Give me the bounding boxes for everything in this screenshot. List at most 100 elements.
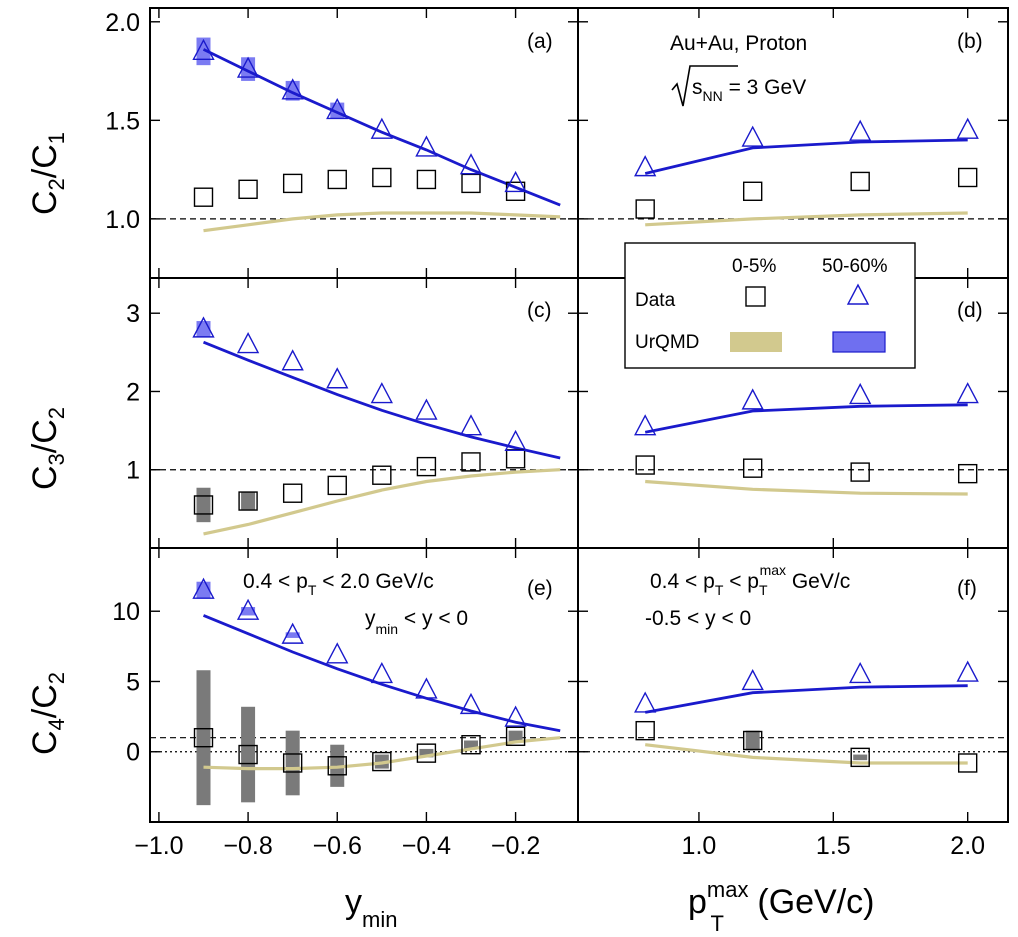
data-point-peripheral [236,332,260,354]
x-tick-label: −0.2 [491,832,540,860]
sys-box-central [464,740,478,749]
sys-box-central [419,748,434,758]
sqrt-sign [671,65,738,107]
xlabel-left: ymin [345,883,397,932]
x-tick-label: 2.0 [950,832,985,860]
data-point-peripheral [415,135,438,157]
annotation-pt-range: 0.4 < pT < 2.0 GeV/c [243,570,434,598]
data-point-central [327,756,347,776]
annotation-energy: sNN = 3 GeV [671,65,806,107]
sys-box-central [241,491,256,511]
data-point-central [957,463,978,484]
data-point-central [742,730,763,751]
y-tick-label: 0 [126,739,140,767]
data-point-central [635,455,655,475]
urqmd-curve-peripheral [202,48,561,207]
data-point-peripheral [415,677,438,699]
urqmd-curve-peripheral [202,614,561,733]
data-point-central [372,751,392,772]
data-point-peripheral [192,38,215,61]
data-point-peripheral [281,78,304,100]
y-tick-label: 5 [126,668,140,696]
sys-box-central [853,754,868,761]
panel-a: 1.0 1.5 2.0 [105,8,578,278]
data-point-peripheral [849,382,872,405]
data-point-peripheral [236,56,260,78]
data-point-central [238,179,258,200]
sys-box-central [745,730,760,751]
sys-box-central [196,487,211,523]
data-point-peripheral [370,117,393,139]
data-point-peripheral [326,367,349,389]
sys-box-peripheral [241,57,256,81]
data-point-central [327,169,347,190]
data-point-central [372,465,392,485]
data-point-central [416,456,437,477]
y-tick-label: 1.5 [105,107,140,135]
xlabel-right: pmax T (GeV/c) [688,877,875,936]
data-point-peripheral [326,642,349,664]
y-tick-label: 3 [126,300,140,328]
data-point-central [193,187,214,207]
data-point-peripheral [634,155,657,177]
urqmd-curve-central [645,211,968,227]
urqmd-curve-peripheral [644,138,968,175]
legend-urqmd-peripheral-band [832,331,886,353]
data-point-peripheral [741,388,764,410]
panel-e: 0 5 10 −1.0 −0.8 −0.6 −0.4 −0.2 [112,548,578,860]
data-point-peripheral [370,382,393,404]
data-point-central [505,726,526,746]
data-point-peripheral [281,349,304,371]
panel-label-e: (e) [527,577,553,600]
data-point-central [742,458,763,478]
data-point-central [193,727,214,748]
legend-row-data: Data [635,290,676,311]
sys-box-peripheral [196,581,211,599]
panel-label-c: (c) [527,299,552,322]
data-point-central [416,743,437,763]
x-tick-label: 1.5 [816,832,851,860]
y-tick-label: 1 [126,457,140,485]
data-point-peripheral [956,117,979,139]
data-point-central [957,167,978,188]
data-point-peripheral [956,382,979,404]
annotation-y-range: ymin < y < 0 [365,607,468,637]
sys-box-central [285,730,300,796]
urqmd-curve-central [645,479,968,496]
sys-box-central [241,706,256,803]
annotation-y-range-f: -0.5 < y < 0 [645,607,751,630]
data-point-central [850,462,870,482]
x-tick-label: −0.6 [313,832,362,860]
data-point-central [957,753,978,773]
data-point-peripheral [281,622,304,644]
ylabel-middle: C3/C2 [26,407,69,490]
data-point-central [282,173,303,194]
data-point-peripheral [956,660,979,682]
urqmd-curve-peripheral [644,684,968,714]
y-tick-label: 2 [126,378,140,406]
data-point-central [282,483,303,503]
data-point-central [850,171,870,192]
x-tick-label: −0.4 [402,832,451,860]
data-point-central [238,744,258,765]
data-point-central [850,747,870,768]
panel-d [578,278,1008,548]
sys-box-peripheral [196,37,211,66]
urqmd-curve-central [203,736,561,771]
sys-box-peripheral [241,607,256,616]
data-point-central [742,181,763,201]
data-point-peripheral [634,414,657,436]
urqmd-curve-peripheral [644,403,968,434]
urqmd-curve-central [203,211,561,233]
annotation-collision: Au+Au, Proton [670,32,807,55]
data-point-central [461,173,481,194]
data-point-central [282,753,303,773]
data-point-central [461,452,481,472]
panel-label-b: (b) [957,30,983,53]
data-point-peripheral [849,661,872,684]
legend-col-central: 0-5% [732,256,776,277]
data-point-central [327,475,347,496]
legend-col-peripheral: 50-60% [822,256,888,277]
ylabel-bottom: C4/C2 [26,672,69,755]
